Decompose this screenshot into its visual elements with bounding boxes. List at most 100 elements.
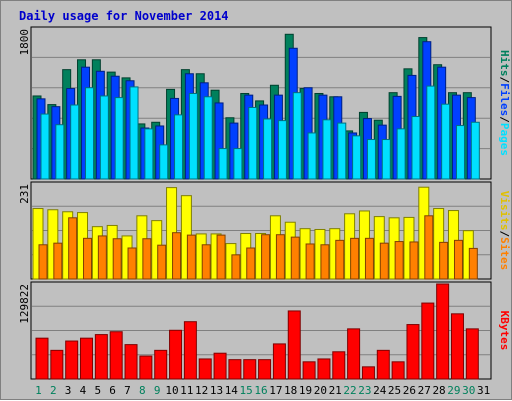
x-tick-label: 28 <box>432 384 445 397</box>
kbytes-kbytes-bar <box>287 310 301 380</box>
x-tick-label: 7 <box>124 384 131 397</box>
x-tick-label: 26 <box>403 384 416 397</box>
kbytes-kbytes-bar <box>169 329 183 380</box>
x-tick-label: 27 <box>418 384 431 397</box>
sites-visits-sites-bar <box>172 232 182 280</box>
x-tick-label: 25 <box>388 384 401 397</box>
pages-files-hits-pages-bar <box>159 144 169 180</box>
sites-visits-sites-bar <box>231 254 241 280</box>
x-tick-label: 22 <box>343 384 356 397</box>
x-tick-label: 6 <box>109 384 116 397</box>
pages-files-hits-pages-bar <box>203 96 213 180</box>
sites-visits-ymax-label: 231 <box>18 184 31 204</box>
sites-visits-sites-bar <box>453 239 463 280</box>
kbytes-kbytes-bar <box>65 340 79 380</box>
sites-visits-sites-bar <box>468 247 478 280</box>
pages-files-hits-pages-bar <box>277 120 287 180</box>
pages-files-hits-pages-bar <box>233 148 243 180</box>
x-tick-label: 9 <box>154 384 161 397</box>
x-tick-label: 1 <box>35 384 42 397</box>
sites-visits-sites-bar <box>335 239 345 280</box>
kbytes-legend-part: KBytes <box>498 311 511 351</box>
kbytes-kbytes-bar <box>94 334 108 380</box>
kbytes-kbytes-bar <box>213 352 227 380</box>
pages-files-hits-pages-bar <box>292 92 302 180</box>
pages-files-hits-pages-bar <box>85 87 95 180</box>
x-tick-label: 23 <box>358 384 371 397</box>
pages-files-hits-pages-bar <box>337 122 347 180</box>
pages-files-hits-pages-bar <box>70 104 80 180</box>
pages-files-hits-pages-bar <box>248 106 258 180</box>
sites-visits-sites-bar <box>68 217 78 280</box>
sites-visits-sites-bar <box>350 237 360 280</box>
x-tick-label: 10 <box>165 384 178 397</box>
sites-visits-sites-bar <box>157 244 167 280</box>
kbytes-legend: KBytes <box>498 311 511 351</box>
pages-files-hits-pages-bar <box>441 103 451 180</box>
sites-visits-sites-bar <box>142 238 152 280</box>
kbytes-kbytes-bar <box>35 337 49 380</box>
kbytes-kbytes-bar <box>450 313 464 380</box>
x-tick-label: 15 <box>240 384 253 397</box>
kbytes-kbytes-bar <box>243 359 257 380</box>
sites-visits-sites-bar <box>394 241 404 280</box>
x-tick-label: 3 <box>65 384 72 397</box>
x-tick-label: 30 <box>462 384 475 397</box>
pages-files-hits-pages-bar <box>396 128 406 180</box>
sites-visits-sites-bar <box>320 244 330 280</box>
x-tick-label: 8 <box>139 384 146 397</box>
kbytes-kbytes-bar <box>406 324 420 380</box>
x-tick-label: 13 <box>210 384 223 397</box>
kbytes-kbytes-bar <box>109 331 123 380</box>
pages-files-hits-legend-part: Pages <box>498 123 511 156</box>
x-tick-label: 14 <box>225 384 239 397</box>
pages-files-hits-pages-bar <box>218 148 228 180</box>
pages-files-hits-ymax-label: 1800 <box>18 29 31 56</box>
kbytes-kbytes-bar <box>376 349 390 380</box>
pages-files-hits-pages-bar <box>188 92 198 180</box>
pages-files-hits-pages-bar <box>40 113 50 180</box>
chart-title: Daily usage for November 2014 <box>19 9 229 23</box>
kbytes-kbytes-bar <box>80 337 94 380</box>
kbytes-kbytes-bar <box>421 302 435 380</box>
sites-visits-sites-bar <box>424 215 434 280</box>
x-tick-label: 2 <box>50 384 57 397</box>
sites-visits-sites-bar <box>261 234 271 280</box>
kbytes-kbytes-bar <box>361 366 375 380</box>
pages-files-hits-pages-bar <box>129 86 139 180</box>
pages-files-hits-legend-part: / <box>498 77 511 84</box>
sites-visits-legend: Visits/Sites <box>498 191 511 271</box>
x-tick-label: 16 <box>254 384 267 397</box>
pages-files-hits-pages-bar <box>366 139 376 180</box>
sites-visits-sites-bar <box>53 242 63 280</box>
kbytes-kbytes-bar <box>465 328 479 380</box>
pages-files-hits-legend-part: / <box>498 116 511 123</box>
kbytes-kbytes-bar <box>302 361 316 380</box>
pages-files-hits-pages-bar <box>114 97 124 180</box>
pages-files-hits-pages-bar <box>99 95 109 180</box>
sites-visits-sites-bar <box>97 235 107 280</box>
kbytes-ymax-label: 129822 <box>18 284 31 324</box>
sites-visits-sites-bar <box>83 237 93 280</box>
x-tick-label: 4 <box>80 384 87 397</box>
pages-files-hits-legend: Hits/Files/Pages <box>498 50 511 156</box>
sites-visits-legend-part: Visits <box>498 191 511 231</box>
pages-files-hits-pages-bar <box>470 121 480 180</box>
kbytes-kbytes-bar <box>347 328 361 380</box>
sites-visits-sites-bar <box>127 247 137 280</box>
kbytes-kbytes-bar <box>228 359 242 380</box>
kbytes-kbytes-bar <box>436 283 450 380</box>
pages-files-hits-pages-bar <box>144 128 154 180</box>
kbytes-kbytes-bar <box>50 349 64 380</box>
kbytes-kbytes-bar <box>139 355 153 380</box>
pages-files-hits-pages-bar <box>263 118 273 180</box>
pages-files-hits-pages-bar <box>426 85 436 180</box>
sites-visits-sites-bar <box>186 234 196 280</box>
sites-visits-sites-bar <box>439 241 449 280</box>
x-tick-label: 18 <box>284 384 297 397</box>
sites-visits-sites-bar <box>201 244 211 280</box>
x-tick-label: 31 <box>477 384 490 397</box>
sites-visits-sites-bar <box>216 234 226 280</box>
